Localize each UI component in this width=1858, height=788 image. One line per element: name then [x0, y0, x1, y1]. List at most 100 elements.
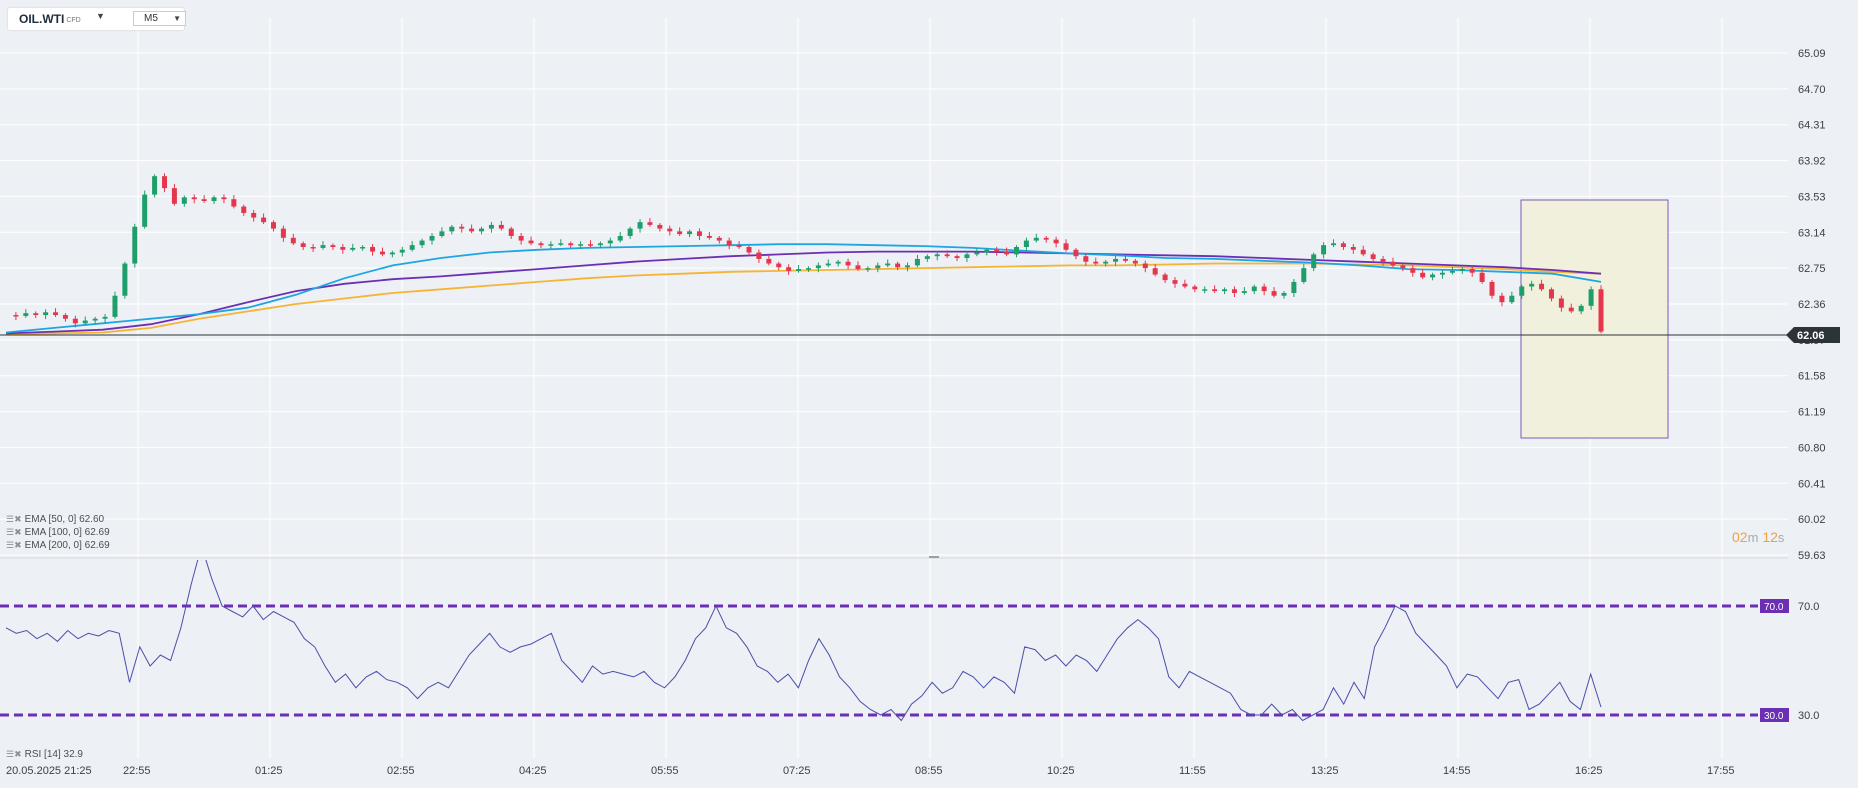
candle	[1370, 254, 1376, 259]
candle	[152, 176, 158, 195]
candle	[657, 224, 663, 229]
candle	[835, 261, 841, 264]
current-price-tag: 62.06	[1786, 327, 1840, 343]
candle	[597, 243, 603, 246]
settings-icon[interactable]: ☰✖	[6, 540, 22, 550]
candle	[13, 315, 19, 317]
candle	[1588, 289, 1594, 306]
candle	[1142, 263, 1148, 269]
candle	[637, 222, 643, 229]
candle	[1251, 286, 1257, 292]
candle	[1509, 295, 1515, 303]
candle	[1291, 281, 1297, 293]
timeframe-value: M5	[144, 13, 158, 24]
candle	[191, 197, 197, 200]
candle	[429, 235, 435, 241]
legend-rsi[interactable]: ☰✖ RSI [14] 32.9	[6, 749, 83, 760]
candle	[1489, 281, 1495, 296]
rsi-levels: 70.0 30.0 70.0 30.0	[0, 599, 1819, 722]
candle	[112, 295, 118, 317]
legend-ema200[interactable]: ☰✖ EMA [200, 0] 62.69	[6, 540, 110, 551]
candle	[498, 224, 504, 229]
candle	[379, 251, 385, 255]
candle	[855, 265, 861, 270]
instrument-selector[interactable]: OIL.WTI CFD	[19, 12, 81, 26]
candle	[270, 222, 276, 229]
candle	[201, 199, 207, 202]
candle	[488, 224, 494, 229]
instrument-toolbar: OIL.WTI CFD ▼ M5 ▼	[8, 8, 186, 30]
time-axis: 20.05.2025 21:25 22:55 01:25 02:55 04:25 05:5…	[6, 765, 1735, 777]
candle	[815, 265, 821, 269]
legend-ema100[interactable]: ☰✖ EMA [100, 0] 62.69	[6, 527, 110, 538]
candle	[508, 228, 514, 236]
triangle-down-icon[interactable]: ▼	[96, 11, 105, 21]
candle	[409, 245, 415, 250]
candle	[320, 245, 326, 248]
chevron-down-icon[interactable]: ▼	[173, 14, 181, 23]
settings-icon[interactable]: ☰✖	[6, 527, 22, 537]
instrument-symbol[interactable]: OIL.WTI	[19, 12, 65, 26]
time-tick-label: 11:55	[1179, 765, 1206, 777]
candle	[1380, 258, 1386, 262]
candle	[1202, 289, 1208, 291]
candle	[92, 318, 98, 321]
candle	[1449, 270, 1455, 273]
time-tick-label: 13:25	[1311, 765, 1339, 777]
candle	[1013, 246, 1019, 255]
candle	[984, 249, 990, 253]
candle	[350, 247, 356, 250]
candle	[528, 240, 534, 244]
candle	[1350, 246, 1356, 250]
candle	[1360, 249, 1366, 255]
price-tick-label: 63.92	[1798, 156, 1826, 168]
candle	[1439, 272, 1445, 275]
candle	[1083, 256, 1089, 262]
highlight-box[interactable]	[1520, 199, 1669, 439]
candle	[1162, 274, 1168, 281]
candle	[231, 199, 237, 207]
settings-icon[interactable]: ☰✖	[6, 749, 22, 759]
candle	[1063, 243, 1069, 250]
rsi-line	[5, 560, 1602, 722]
rsi-tag-30: 30.0	[1764, 711, 1784, 722]
price-tick-label: 61.19	[1798, 407, 1826, 419]
candle	[736, 245, 742, 247]
candle	[974, 252, 980, 255]
candle	[716, 237, 722, 241]
candle	[1578, 305, 1584, 312]
legend-ema200-label: EMA [200, 0] 62.69	[24, 540, 110, 551]
candle	[449, 226, 455, 232]
candle	[241, 206, 247, 213]
candle-countdown: 02m 12s	[1732, 529, 1784, 545]
candle	[1301, 268, 1307, 282]
candle	[914, 258, 920, 266]
candle	[23, 313, 29, 316]
candlesticks	[13, 173, 1604, 334]
candle	[181, 197, 187, 204]
time-tick-label: 08:55	[915, 765, 943, 777]
timeframe-select[interactable]: M5 ▼	[133, 11, 186, 26]
rsi-series	[5, 560, 1602, 722]
candle	[1043, 237, 1049, 240]
candle	[746, 246, 752, 253]
candle	[578, 244, 584, 246]
candle	[905, 265, 911, 268]
price-axis: 65.09 64.70 64.31 63.92 63.53 63.14 62.75 62.36…	[1798, 48, 1826, 562]
candle	[1568, 307, 1574, 312]
candle	[142, 194, 148, 227]
candle	[1479, 272, 1485, 282]
settings-icon[interactable]: ☰✖	[6, 514, 22, 524]
candle	[726, 240, 732, 246]
legend-ema50[interactable]: ☰✖ EMA [50, 0] 62.60	[6, 514, 104, 525]
candle	[72, 318, 78, 324]
current-price-value: 62.06	[1797, 330, 1825, 342]
candle	[696, 231, 702, 236]
time-tick-label: 16:25	[1575, 765, 1603, 777]
time-tick-label: 04:25	[519, 765, 547, 777]
candle	[1122, 258, 1128, 261]
candle	[1321, 245, 1327, 255]
price-tick-label: 62.36	[1798, 299, 1826, 311]
candle	[360, 246, 366, 249]
